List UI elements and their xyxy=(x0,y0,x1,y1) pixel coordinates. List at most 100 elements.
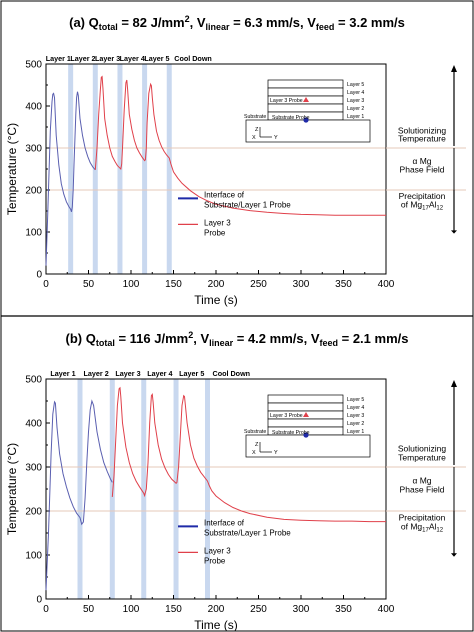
x-tick-label: 50 xyxy=(83,279,95,290)
x-axis-label: Time (s) xyxy=(194,618,238,632)
x-tick-label: 100 xyxy=(123,279,140,290)
layer-label: Layer 5 xyxy=(179,369,204,378)
inset-layer-label: Layer 2 xyxy=(347,106,364,112)
layer-boundary-band xyxy=(77,379,83,599)
title-part: = 116 J/mm xyxy=(115,331,188,346)
arrowhead-down xyxy=(451,230,457,234)
layer-boundary-band xyxy=(166,64,172,274)
legend-label-interface-2: Substrate/Layer 1 Probe xyxy=(204,200,291,209)
annotation-alpha-1: α Mg xyxy=(412,156,431,166)
series-line-interface-probe xyxy=(45,91,96,266)
precip-part: Al xyxy=(429,200,437,210)
layer-boundary-band xyxy=(141,379,147,599)
y-tick-label: 0 xyxy=(36,270,42,281)
inset-substrate-probe-marker xyxy=(303,432,309,438)
inset-layer-rect xyxy=(267,394,344,404)
y-tick-label: 400 xyxy=(25,419,42,430)
x-tick-label: 100 xyxy=(123,604,140,615)
inset-schematic: Layer 5 Layer 4 Layer 3 Layer 2 Layer 1 Subst… xyxy=(242,74,376,144)
inset-z-label: Z xyxy=(255,442,259,448)
precip-part: of Mg xyxy=(401,521,423,531)
y-tick-label: 500 xyxy=(25,60,42,71)
inset-layer-rect xyxy=(267,418,344,428)
layer-label: Layer 2 xyxy=(84,369,109,378)
inset-layer-label: Layer 3 xyxy=(347,98,364,104)
layer-label: Cool Down xyxy=(213,369,251,378)
layer-boundary-band xyxy=(173,379,179,599)
inset-layer-label: Layer 1 xyxy=(347,429,364,435)
inset-layer-probe-marker xyxy=(303,97,309,102)
legend-label-layer3-1: Layer 3 xyxy=(204,218,231,227)
y-tick-label: 0 xyxy=(36,595,42,606)
layer-boundary-band xyxy=(68,64,74,274)
precip-part: of Mg xyxy=(401,200,423,210)
annotation-solutionizing-1: Solutionizing xyxy=(398,125,446,135)
inset-substrate-label: Substrate xyxy=(244,114,266,120)
layer-label: Cool Down xyxy=(174,54,212,63)
inset-layer-rect xyxy=(267,402,344,412)
inset-layer-probe-label: Layer 3 Probe xyxy=(270,98,303,104)
inset-substrate-label: Substrate xyxy=(244,429,266,435)
inset-z-label: Z xyxy=(255,127,259,133)
layer-label: Layer 4 xyxy=(147,369,172,378)
layer-boundary-band xyxy=(109,379,115,599)
y-tick-label: 500 xyxy=(25,375,42,386)
title-part: , V xyxy=(190,15,206,30)
legend-label-layer3-1: Layer 3 xyxy=(204,546,231,555)
title-subscript: linear xyxy=(209,338,234,348)
arrowhead-down xyxy=(451,553,457,557)
layer-label: Layer 2 xyxy=(70,54,95,63)
title-subscript: total xyxy=(99,22,118,32)
legend-label-interface-1: Interface of xyxy=(204,190,245,199)
inset-substrate-probe-label: Substrate Probe xyxy=(272,115,310,121)
inset-layer-label: Layer 5 xyxy=(347,82,364,88)
x-axis-label: Time (s) xyxy=(194,293,238,307)
x-tick-label: 300 xyxy=(293,279,310,290)
x-tick-label: 0 xyxy=(43,604,49,615)
precip-subscript: 17 xyxy=(422,206,429,212)
inset-layer-probe-marker xyxy=(303,412,309,417)
x-tick-label: 50 xyxy=(83,604,95,615)
annotation-precipitation-2: of Mg17Al12 xyxy=(401,521,444,533)
panel-a: (a) Qtotal = 82 J/mm2, Vlinear = 6.3 mm/… xyxy=(5,14,466,307)
precip-subscript: 12 xyxy=(436,527,443,533)
x-tick-label: 150 xyxy=(165,604,182,615)
title-part: = 3.2 mm/s xyxy=(334,15,404,30)
title-subscript: feed xyxy=(316,22,335,32)
legend-label-interface-1: Interface of xyxy=(204,518,245,527)
inset-layer-label: Layer 4 xyxy=(347,405,364,411)
title-subscript: feed xyxy=(320,338,339,348)
title-part: = 2.1 mm/s xyxy=(338,331,408,346)
chart-title: (a) Qtotal = 82 J/mm2, Vlinear = 6.3 mm/… xyxy=(69,14,405,32)
annotation-precipitation-1: Precipitation xyxy=(399,513,446,523)
legend-label-interface-2: Substrate/Layer 1 Probe xyxy=(204,528,291,537)
inset-substrate-probe-marker xyxy=(303,117,309,123)
x-tick-label: 350 xyxy=(335,604,352,615)
x-tick-label: 250 xyxy=(250,279,267,290)
annotation-alpha-2: Phase Field xyxy=(400,485,445,495)
y-axis-label: Temperature (°C) xyxy=(5,443,19,535)
layer-boundary-band xyxy=(117,64,123,274)
annotation-precipitation-1: Precipitation xyxy=(399,191,446,201)
layer-label: Layer 3 xyxy=(95,54,120,63)
inset-layer-rect xyxy=(267,103,344,113)
panel-b: (b) Qtotal = 116 J/mm2, Vlinear = 4.2 mm… xyxy=(5,330,466,632)
x-tick-label: 400 xyxy=(378,279,395,290)
precip-part: Al xyxy=(429,521,437,531)
series-line-layer3-probe xyxy=(111,386,386,523)
y-tick-label: 100 xyxy=(25,551,42,562)
precip-subscript: 12 xyxy=(436,206,443,212)
inset-layer-label: Layer 5 xyxy=(347,397,364,403)
y-tick-label: 400 xyxy=(25,102,42,113)
y-tick-label: 300 xyxy=(25,463,42,474)
title-part: (b) Q xyxy=(66,331,96,346)
layer-label: Layer 1 xyxy=(46,54,71,63)
inset-layer-rect xyxy=(267,87,344,97)
annotation-alpha-2: Phase Field xyxy=(400,164,445,174)
inset-layer-label: Layer 1 xyxy=(347,114,364,120)
x-tick-label: 250 xyxy=(250,604,267,615)
inset-substrate-rect xyxy=(245,119,371,143)
inset-y-label: Y xyxy=(274,450,278,456)
y-tick-label: 300 xyxy=(25,144,42,155)
